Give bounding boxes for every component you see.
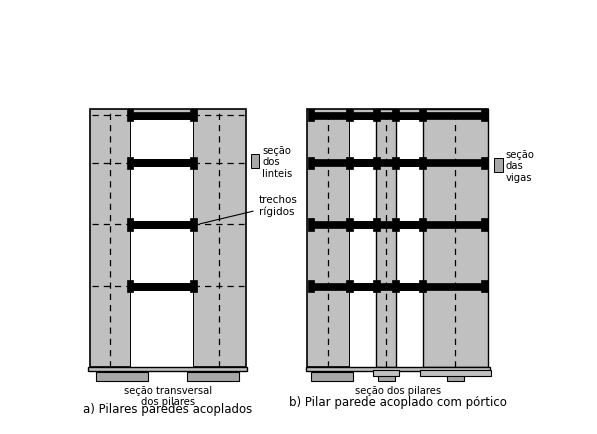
Text: seção
das
vigas: seção das vigas [506,149,535,182]
Text: a) Pilares paredes acoplados: a) Pilares paredes acoplados [83,402,253,415]
Bar [130,283,193,290]
Bar [481,110,488,122]
Bar [190,158,196,170]
Bar [392,158,399,170]
Bar [392,219,399,231]
Bar [349,167,377,221]
Text: b) Pilar parede acoplado com pórtico: b) Pilar parede acoplado com pórtico [289,395,506,408]
Bar [373,280,380,293]
Bar [311,372,353,381]
Bar [419,158,426,170]
Bar [481,219,488,231]
Bar [309,221,487,228]
Bar [190,110,196,122]
Bar [307,110,488,367]
Bar [420,370,491,376]
Bar [481,158,488,170]
Bar [494,159,503,173]
Bar [130,167,193,221]
Bar [349,228,377,283]
Bar [130,119,193,160]
Bar [392,110,399,122]
Bar [307,219,315,231]
Bar [373,110,380,122]
Bar [187,372,239,381]
Bar [251,155,259,169]
Bar [190,280,196,293]
Bar [396,228,423,283]
Bar [309,283,487,290]
Bar [373,158,380,170]
Bar [423,110,488,367]
Bar [130,290,193,367]
Bar [309,160,487,167]
Bar [130,112,193,119]
Bar [392,280,399,293]
Bar [96,372,149,381]
Text: seção
dos
linteis: seção dos linteis [263,145,293,178]
Text: trechos
rígidos: trechos rígidos [200,195,297,224]
Bar [419,110,426,122]
Bar [481,280,488,293]
Bar [346,110,353,122]
Bar [309,112,487,119]
Bar [127,158,134,170]
Bar [130,228,193,283]
Bar [419,280,426,293]
Bar [307,110,315,122]
Bar [377,372,395,381]
Bar [90,110,245,367]
Bar [349,119,377,160]
Bar [127,280,134,293]
Bar [396,119,423,160]
Bar [396,290,423,367]
Bar [447,372,464,381]
Bar [130,160,193,167]
Text: seção transversal
dos pilares: seção transversal dos pilares [124,385,212,406]
Bar [349,290,377,367]
Bar [419,219,426,231]
Text: seção dos pilares: seção dos pilares [355,385,441,395]
Bar [307,158,315,170]
Bar [346,219,353,231]
Bar [130,221,193,228]
Bar [396,167,423,221]
Bar [346,280,353,293]
Bar [190,219,196,231]
Bar [373,370,399,376]
Bar [346,158,353,170]
Bar [307,280,315,293]
Bar [306,367,490,371]
Bar [127,110,134,122]
Bar [373,219,380,231]
Bar [88,367,247,371]
Bar [127,219,134,231]
Bar [377,110,396,367]
